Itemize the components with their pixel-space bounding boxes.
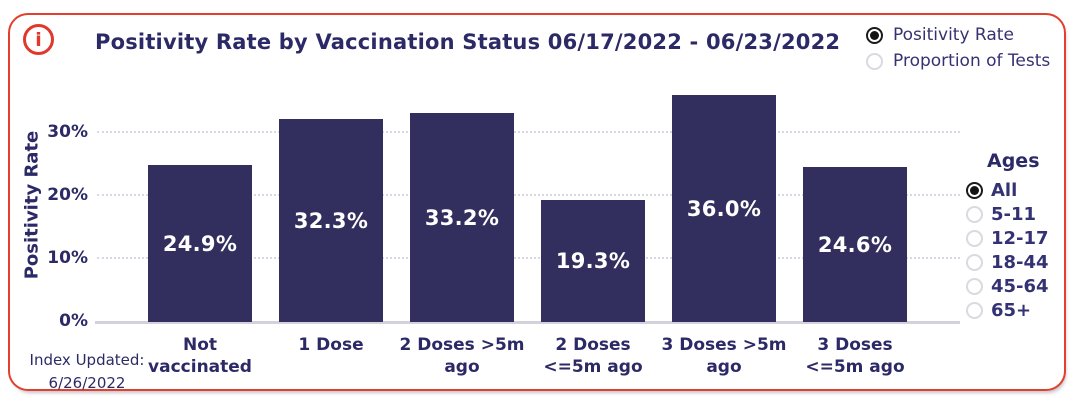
x-category-label: Not vaccinated xyxy=(148,335,252,378)
bar-3[interactable]: 19.3% xyxy=(541,200,645,322)
radio-option-45-64[interactable]: 45-64 xyxy=(966,276,1049,297)
bar-value-label: 24.6% xyxy=(817,232,893,257)
ages-panel: Ages All 5-11 12-17 18-44 45-64 65+ xyxy=(966,150,1049,325)
radio-option-positivity-rate[interactable]: Positivity Rate xyxy=(866,25,1050,45)
bar-value-label: 33.2% xyxy=(424,205,500,230)
radio-label: 5-11 xyxy=(991,204,1037,225)
radio-option-all[interactable]: All xyxy=(966,180,1049,201)
info-icon[interactable]: i xyxy=(23,24,54,55)
bar-5[interactable]: 24.6% xyxy=(803,167,907,322)
radio-unselected-icon[interactable] xyxy=(966,278,983,295)
radio-option-65+[interactable]: 65+ xyxy=(966,300,1049,321)
x-axis-baseline xyxy=(95,321,960,324)
x-axis-labels: Not vaccinated 1 Dose 2 Doses >5m ago 2 Doses… xyxy=(95,334,960,386)
radio-label: 18-44 xyxy=(991,252,1049,273)
index-updated-note: Index Updated: 6/26/2022 xyxy=(16,349,158,394)
radio-unselected-icon[interactable] xyxy=(966,230,983,247)
chart-title: Positivity Rate by Vaccination Status 06… xyxy=(95,30,841,54)
radio-option-18-44[interactable]: 18-44 xyxy=(966,252,1049,273)
radio-option-5-11[interactable]: 5-11 xyxy=(966,204,1049,225)
x-category-label: 1 Dose xyxy=(298,335,364,355)
x-category-label: 3 Doses <=5m ago xyxy=(805,335,905,378)
radio-label: All xyxy=(991,180,1018,201)
plot-area: 24.9% 32.3% 33.2% 19.3% 36.0% 24.6% xyxy=(95,78,960,324)
y-tick-label: 30% xyxy=(47,122,88,142)
radio-selected-icon[interactable] xyxy=(866,26,883,44)
y-tick-label: 20% xyxy=(47,185,88,205)
bar-value-label: 24.9% xyxy=(162,231,238,256)
bar-4[interactable]: 36.0% xyxy=(672,95,776,322)
radio-unselected-icon[interactable] xyxy=(966,206,983,223)
index-updated-date: 6/26/2022 xyxy=(48,373,126,392)
radio-option-12-17[interactable]: 12-17 xyxy=(966,228,1049,249)
metric-radio-group: Positivity Rate Proportion of Tests xyxy=(866,25,1050,71)
y-tick-label: 10% xyxy=(47,248,88,268)
radio-unselected-icon[interactable] xyxy=(966,254,983,271)
gridline-30% xyxy=(97,131,960,133)
gridline-10% xyxy=(97,257,960,259)
bar-2[interactable]: 33.2% xyxy=(410,113,514,322)
index-updated-label: Index Updated: xyxy=(29,351,145,369)
radio-unselected-icon[interactable] xyxy=(866,52,883,70)
radio-selected-icon[interactable] xyxy=(966,182,983,199)
y-tick-label: 0% xyxy=(59,311,88,331)
radio-label: 65+ xyxy=(991,300,1032,321)
x-category-label: 2 Doses >5m ago xyxy=(399,335,525,378)
radio-label: Positivity Rate xyxy=(893,25,1014,45)
ages-header: Ages xyxy=(987,150,1040,172)
ages-radio-group: All 5-11 12-17 18-44 45-64 65+ xyxy=(966,180,1049,325)
bar-1[interactable]: 32.3% xyxy=(279,119,383,322)
bar-value-label: 36.0% xyxy=(686,196,762,221)
radio-label: Proportion of Tests xyxy=(893,51,1051,71)
bar-value-label: 19.3% xyxy=(555,249,631,273)
gridline-20% xyxy=(97,194,960,196)
radio-option-proportion-of-tests[interactable]: Proportion of Tests xyxy=(866,51,1050,71)
x-category-label: 2 Doses <=5m ago xyxy=(543,335,643,378)
bar-0[interactable]: 24.9% xyxy=(148,165,252,322)
radio-unselected-icon[interactable] xyxy=(966,302,983,319)
radio-label: 12-17 xyxy=(991,228,1049,249)
radio-label: 45-64 xyxy=(991,276,1049,297)
bar-value-label: 32.3% xyxy=(293,208,369,233)
x-category-label: 3 Doses >5m ago xyxy=(661,335,787,378)
bars: 24.9% 32.3% 33.2% 19.3% 36.0% 24.6% xyxy=(95,95,960,322)
